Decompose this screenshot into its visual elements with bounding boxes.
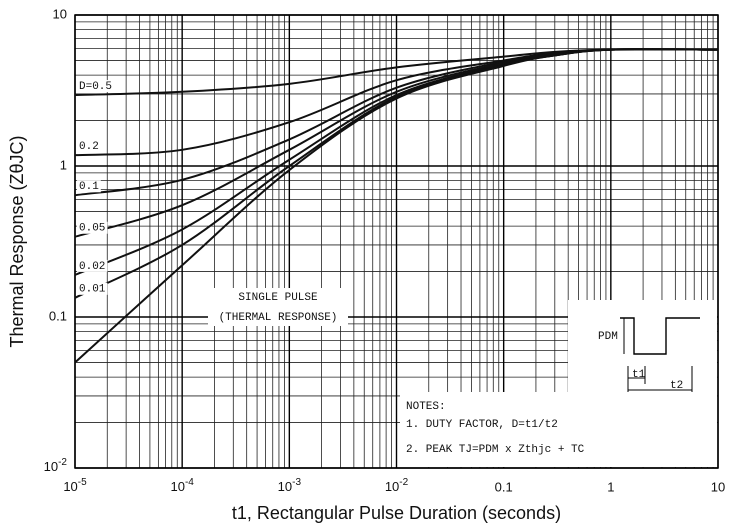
legend-bg [77, 282, 108, 295]
legend-bg [77, 80, 114, 93]
y-tick-label: 10 [53, 6, 67, 21]
note: 2. PEAK TJ=PDM x Zthjc + TC [406, 444, 585, 456]
y-axis-label: Thermal Response (ZθJC) [7, 135, 27, 347]
x-axis-label: t1, Rectangular Pulse Duration (seconds) [232, 503, 561, 523]
x-tick-label: 10-3 [278, 477, 302, 495]
legend-bg [77, 140, 101, 153]
notes-box [400, 392, 717, 467]
curves [74, 48, 719, 364]
t1-label: t1 [632, 369, 646, 381]
notes-title: NOTES: [406, 401, 446, 413]
legend-label: D=0.5 [79, 81, 112, 93]
y-tick-label: 0.1 [49, 308, 67, 323]
pdm-label: PDM [598, 331, 618, 343]
legend-label: 0.1 [79, 181, 99, 193]
x-tick-label: 10-2 [385, 477, 409, 495]
t2-label: t2 [670, 380, 683, 392]
line [74, 48, 719, 364]
x-tick-label: 10 [711, 479, 725, 494]
x-tick-label: 0.1 [495, 479, 513, 494]
labels: 10-5 10-4 10-3 10-2 0.1 1 10 10-2 0.1 1 10 D=0.5 0.2… [7, 6, 725, 522]
x-tick-label: 10-5 [63, 477, 87, 495]
legend-bg [208, 288, 348, 326]
legend-label: SINGLE PULSE [238, 292, 318, 304]
legend-label: 0.02 [79, 261, 105, 273]
plot-frame [74, 14, 719, 469]
legend-bg [77, 221, 108, 234]
y-tick-label: 10-2 [44, 457, 68, 475]
y-tick-label: 1 [60, 157, 67, 172]
legend-bg [77, 180, 101, 193]
legend-label: 0.01 [79, 284, 106, 296]
note: 1. DUTY FACTOR, D=t1/t2 [406, 419, 558, 431]
pulse-waveform [620, 317, 700, 355]
legend-bg [77, 259, 108, 272]
legend-label: 0.05 [79, 223, 105, 235]
annotation: (THERMAL RESPONSE) [219, 312, 338, 324]
x-tick-label: 1 [607, 479, 614, 494]
x-tick-label: 10-4 [170, 477, 194, 495]
legend-label: 0.2 [79, 141, 99, 153]
